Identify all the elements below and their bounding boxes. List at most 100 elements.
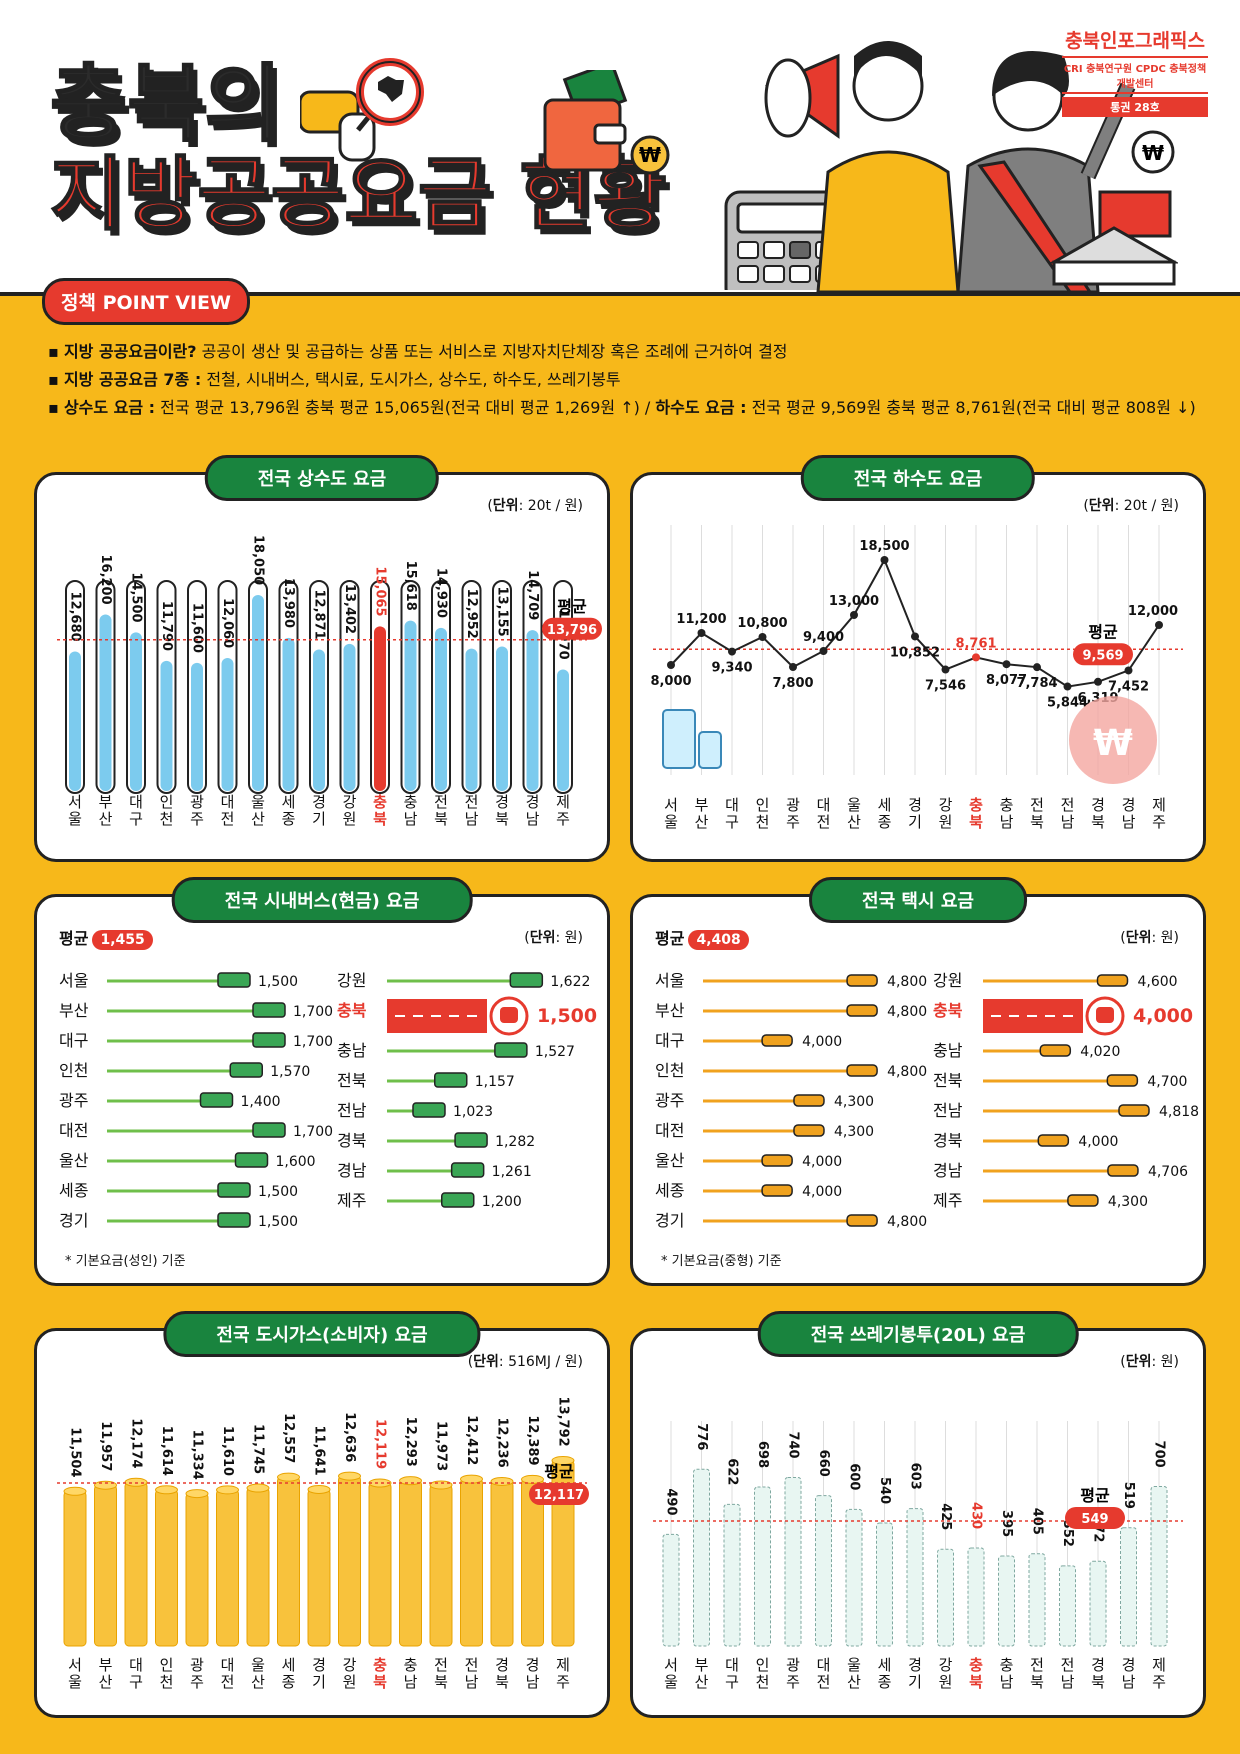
- svg-text:천: 천: [160, 1673, 174, 1691]
- bar-광주: [784, 1476, 802, 1647]
- glass-icon: [662, 709, 696, 769]
- bar-서울: [69, 651, 81, 791]
- svg-text:세: 세: [878, 796, 892, 814]
- svg-text:북: 북: [969, 1673, 983, 1691]
- point-대구: [728, 647, 736, 656]
- region-대구: 대구: [655, 1031, 684, 1050]
- value-강원: 7,546: [925, 679, 966, 694]
- category-대구: 대구: [725, 1656, 739, 1691]
- category-광주: 광주: [786, 796, 800, 831]
- region-인천: 인천: [59, 1061, 88, 1080]
- category-울산: 울산: [251, 793, 265, 828]
- value-광주: 11,600: [190, 603, 205, 653]
- taxi-icon: [793, 1124, 825, 1137]
- svg-text:전: 전: [465, 1656, 479, 1674]
- bus-title: 전국 시내버스(현금) 요금: [171, 877, 473, 923]
- value-충남: 395: [999, 1510, 1014, 1537]
- category-충북: 충북: [969, 1656, 983, 1691]
- category-울산: 울산: [847, 1656, 861, 1691]
- category-서울: 서울: [664, 1656, 678, 1691]
- coin-top: [155, 1485, 178, 1495]
- taxi-icon: [1096, 974, 1129, 987]
- value-경기: 11,641: [312, 1425, 327, 1475]
- category-충북: 충북: [373, 1656, 387, 1691]
- value-충북: 4,000: [1133, 1005, 1193, 1027]
- svg-text:경: 경: [1122, 1656, 1136, 1674]
- svg-text:대: 대: [221, 1656, 235, 1674]
- svg-text:주: 주: [786, 1673, 800, 1691]
- region-서울: 서울: [59, 971, 88, 990]
- svg-text:천: 천: [756, 1673, 770, 1691]
- bus-icon: [252, 1122, 286, 1138]
- category-부산: 부산: [695, 796, 709, 831]
- bar-제주: [1150, 1486, 1168, 1647]
- svg-text:제: 제: [556, 793, 570, 811]
- svg-text:전: 전: [1030, 1656, 1044, 1674]
- category-전남: 전남: [465, 793, 479, 828]
- svg-text:₩: ₩: [639, 143, 661, 167]
- category-부산: 부산: [695, 1656, 709, 1691]
- taxi-icon: [761, 1034, 793, 1047]
- bullet-2-head: 지방 공공요금 7종 :: [63, 370, 202, 389]
- taxi-unit-value: : 원: [1151, 930, 1174, 946]
- value-충북: 15,065: [373, 566, 388, 616]
- category-세종: 세종: [282, 793, 296, 828]
- region-세종: 세종: [59, 1181, 88, 1200]
- svg-text:경: 경: [312, 793, 326, 811]
- svg-text:제: 제: [1152, 1656, 1166, 1674]
- trash-unit-value: : 원: [1151, 1354, 1174, 1370]
- region-경기: 경기: [655, 1211, 684, 1230]
- value-전남: 1,023: [453, 1104, 493, 1120]
- category-전북: 전북: [1030, 796, 1044, 831]
- sewer-unit: (단위: 20t / 원): [1083, 498, 1179, 514]
- value-제주: 12,000: [1128, 604, 1178, 619]
- gas-unit: (단위: 516MJ / 원): [467, 1354, 583, 1370]
- svg-text:남: 남: [1122, 1673, 1136, 1691]
- sewer-chart: 8,000서울11,200부산9,340대구10,800인천7,800광주9,4…: [650, 525, 1183, 831]
- svg-text:산: 산: [847, 1673, 861, 1691]
- value-대전: 660: [816, 1450, 831, 1477]
- category-대전: 대전: [817, 796, 831, 831]
- coin-top: [460, 1474, 483, 1484]
- bus-icon: [454, 1132, 488, 1148]
- bar-전남: [1059, 1565, 1076, 1647]
- category-충남: 충남: [404, 1656, 418, 1691]
- svg-text:산: 산: [695, 1673, 709, 1691]
- svg-text:광: 광: [786, 796, 800, 814]
- gas-title: 전국 도시가스(소비자) 요금: [163, 1311, 481, 1357]
- svg-text:천: 천: [160, 810, 174, 828]
- region-경남: 경남: [933, 1161, 963, 1180]
- point-전북: [1033, 663, 1041, 672]
- taxi-unit-label: 단위: [1125, 930, 1152, 946]
- category-전남: 전남: [1061, 1656, 1075, 1691]
- value-제주: 4,300: [1108, 1194, 1148, 1210]
- svg-text:종: 종: [282, 1673, 296, 1691]
- bar-대구: [723, 1503, 741, 1647]
- taxi-icon: [846, 1214, 878, 1227]
- svg-text:경: 경: [526, 793, 540, 811]
- bar-전북: [429, 1484, 453, 1647]
- water-title: 전국 상수도 요금: [204, 455, 440, 501]
- value-부산: 4,800: [887, 1004, 927, 1020]
- bullet-3-head: 상수도 요금 :: [63, 398, 156, 417]
- value-충남: 12,293: [403, 1417, 418, 1467]
- svg-text:구: 구: [129, 810, 143, 828]
- category-경기: 경기: [312, 1656, 326, 1691]
- value-충남: 4,020: [1080, 1044, 1120, 1060]
- water-unit: (단위: 20t / 원): [487, 498, 583, 514]
- svg-text:충: 충: [404, 793, 418, 811]
- value-경기: 10,852: [890, 645, 940, 660]
- category-대전: 대전: [817, 1656, 831, 1691]
- bus-icon: [217, 1182, 251, 1198]
- svg-text:전: 전: [434, 1656, 448, 1674]
- water-unit-value: : 20t / 원: [518, 498, 578, 514]
- svg-text:서: 서: [68, 793, 82, 811]
- svg-text:북: 북: [1091, 813, 1105, 831]
- value-전남: 12,952: [464, 589, 479, 639]
- bar-서울: [662, 1533, 680, 1647]
- svg-text:부: 부: [695, 1656, 709, 1674]
- coin-top: [63, 1486, 87, 1496]
- value-대전: 1,700: [293, 1124, 333, 1140]
- svg-text:대: 대: [817, 796, 831, 814]
- value-광주: 740: [786, 1431, 801, 1458]
